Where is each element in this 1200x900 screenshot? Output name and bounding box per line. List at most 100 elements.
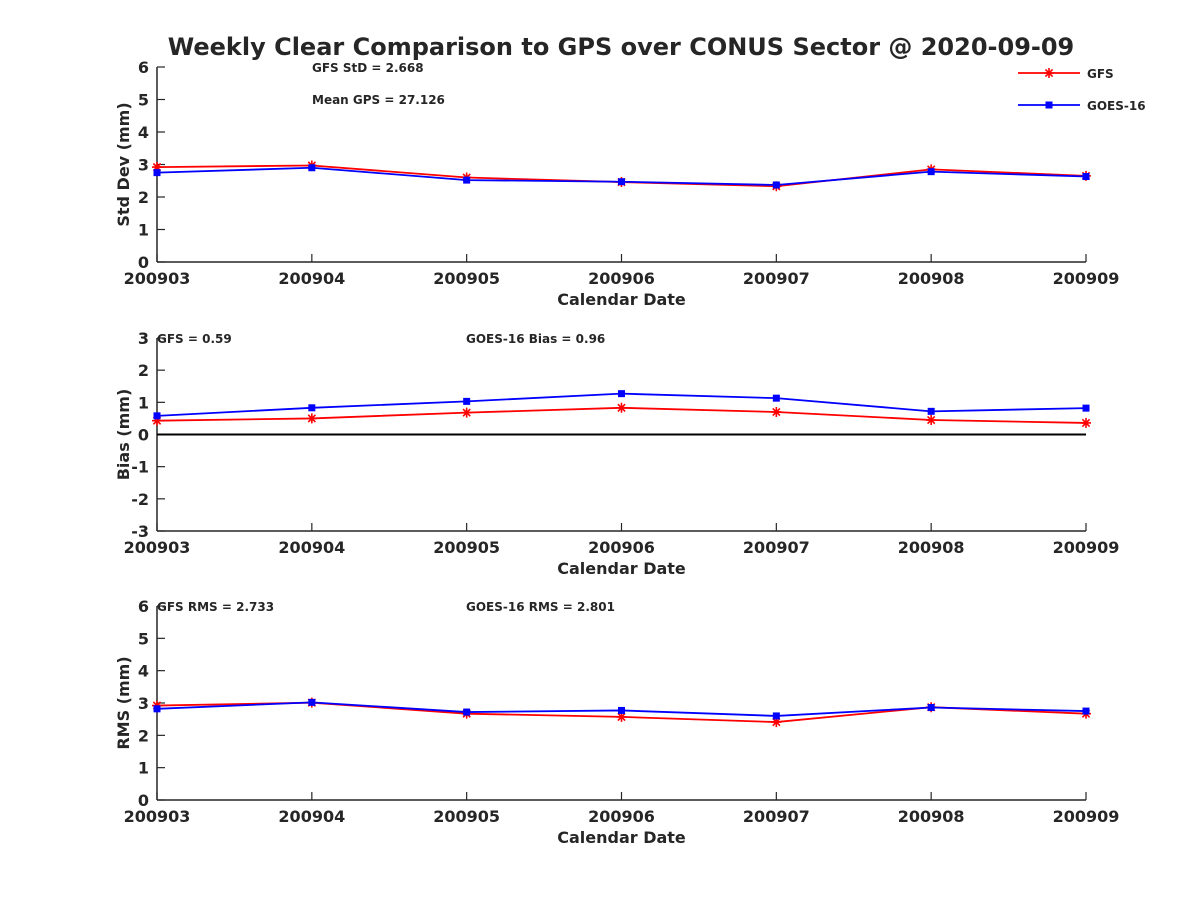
stat-annotation: GFS StD = 2.668 [312, 61, 424, 75]
y-tick-label: 1 [138, 221, 149, 240]
legend-marker [1044, 68, 1054, 78]
data-point [616, 402, 627, 413]
data-point [926, 415, 937, 426]
series-gfs [152, 402, 1091, 428]
x-tick-label: 200906 [588, 538, 655, 557]
y-tick-label: 0 [138, 791, 149, 810]
data-point [152, 162, 162, 173]
legend-entry-goes-16: GOES-16 [1018, 99, 1146, 113]
data-point [616, 711, 627, 722]
y-axis-label: Bias (mm) [114, 389, 133, 481]
y-tick-label: 6 [138, 597, 149, 616]
legend-entry-gfs: GFS [1018, 67, 1114, 81]
y-tick-label: 3 [138, 329, 149, 348]
legend-marker [1045, 101, 1053, 109]
data-point [463, 176, 471, 184]
stat-annotation: GFS RMS = 2.733 [157, 600, 274, 614]
data-point [152, 415, 162, 426]
x-tick-label: 200909 [1053, 807, 1120, 826]
data-point [772, 712, 780, 720]
legend: GFS GOES-16 [1018, 67, 1146, 113]
y-tick-label: 3 [138, 694, 149, 713]
data-point [306, 413, 317, 424]
x-tick-label: 200908 [898, 807, 965, 826]
y-tick-label: 3 [138, 156, 149, 175]
legend-label: GFS [1087, 67, 1114, 81]
legend-label: GOES-16 [1087, 99, 1146, 113]
x-tick-label: 200907 [743, 269, 810, 288]
data-point [618, 178, 625, 186]
x-tick-label: 200908 [898, 269, 965, 288]
data-point [1082, 173, 1090, 181]
data-point [772, 181, 780, 189]
y-tick-label: 1 [138, 393, 149, 412]
x-tick-label: 200906 [588, 269, 655, 288]
data-point [927, 704, 935, 712]
x-axis-label: Calendar Date [557, 290, 686, 309]
x-tick-label: 200906 [588, 807, 655, 826]
x-tick-label: 200909 [1053, 269, 1120, 288]
stat-annotation: Mean GPS = 27.126 [312, 93, 445, 107]
data-point [772, 394, 780, 402]
figure-title: Weekly Clear Comparison to GPS over CONU… [168, 33, 1075, 61]
y-tick-label: 1 [138, 759, 149, 778]
x-tick-label: 200904 [278, 807, 345, 826]
data-point [1082, 707, 1090, 715]
y-tick-label: 5 [138, 91, 149, 110]
x-tick-label: 200905 [433, 538, 500, 557]
data-point [153, 705, 161, 713]
series-gfs [152, 160, 1091, 192]
data-point [927, 407, 935, 415]
y-tick-label: 2 [138, 188, 149, 207]
x-axis-label: Calendar Date [557, 828, 686, 847]
data-point [618, 706, 625, 714]
data-point [618, 390, 625, 398]
data-point [1082, 404, 1090, 412]
data-point [927, 168, 935, 176]
data-point [463, 708, 471, 716]
x-tick-label: 200903 [124, 538, 191, 557]
data-point [461, 407, 472, 418]
series-goes-16 [153, 698, 1090, 720]
data-point [153, 412, 161, 420]
data-point [463, 397, 471, 405]
y-tick-label: -1 [131, 458, 149, 477]
x-tick-label: 200905 [433, 269, 500, 288]
y-tick-label: 0 [138, 426, 149, 445]
data-point [771, 406, 782, 417]
chart-panel-1: 0 1 2 3 4 5 6 200903 200904 200905 200906 200907 200… [114, 58, 1119, 309]
x-tick-label: 200907 [743, 538, 810, 557]
x-tick-label: 200903 [124, 269, 191, 288]
stat-annotation: GOES-16 Bias = 0.96 [466, 332, 605, 346]
x-tick-label: 200909 [1053, 538, 1120, 557]
stat-annotation: GOES-16 RMS = 2.801 [466, 600, 615, 614]
y-tick-label: 6 [138, 58, 149, 77]
chart-panel-3: 0 1 2 3 4 5 6 200903 200904 200905 200906 200907 200… [114, 597, 1119, 847]
data-point [771, 717, 782, 728]
series-goes-16 [153, 390, 1090, 420]
x-axis-label: Calendar Date [557, 559, 686, 578]
data-point [1081, 417, 1091, 428]
y-axis-label: RMS (mm) [114, 656, 133, 749]
x-tick-label: 200904 [278, 538, 345, 557]
y-tick-label: 5 [138, 629, 149, 648]
data-point [153, 169, 161, 177]
y-tick-label: 4 [138, 662, 149, 681]
y-tick-label: -3 [131, 522, 149, 541]
x-tick-label: 200905 [433, 807, 500, 826]
y-tick-label: 0 [138, 253, 149, 272]
data-point [308, 404, 316, 412]
chart-panel-2: -3 -2 -1 0 1 2 3 200903 200904 200905 200906 200907… [114, 329, 1119, 578]
y-axis-label: Std Dev (mm) [114, 102, 133, 226]
stat-annotation: GFS = 0.59 [157, 332, 232, 346]
y-tick-label: 4 [138, 123, 149, 142]
y-tick-label: 2 [138, 361, 149, 380]
y-tick-label: 2 [138, 726, 149, 745]
y-tick-label: -2 [131, 490, 149, 509]
data-point [308, 164, 316, 172]
series-goes-16 [153, 164, 1090, 189]
x-tick-label: 200908 [898, 538, 965, 557]
x-tick-label: 200904 [278, 269, 345, 288]
